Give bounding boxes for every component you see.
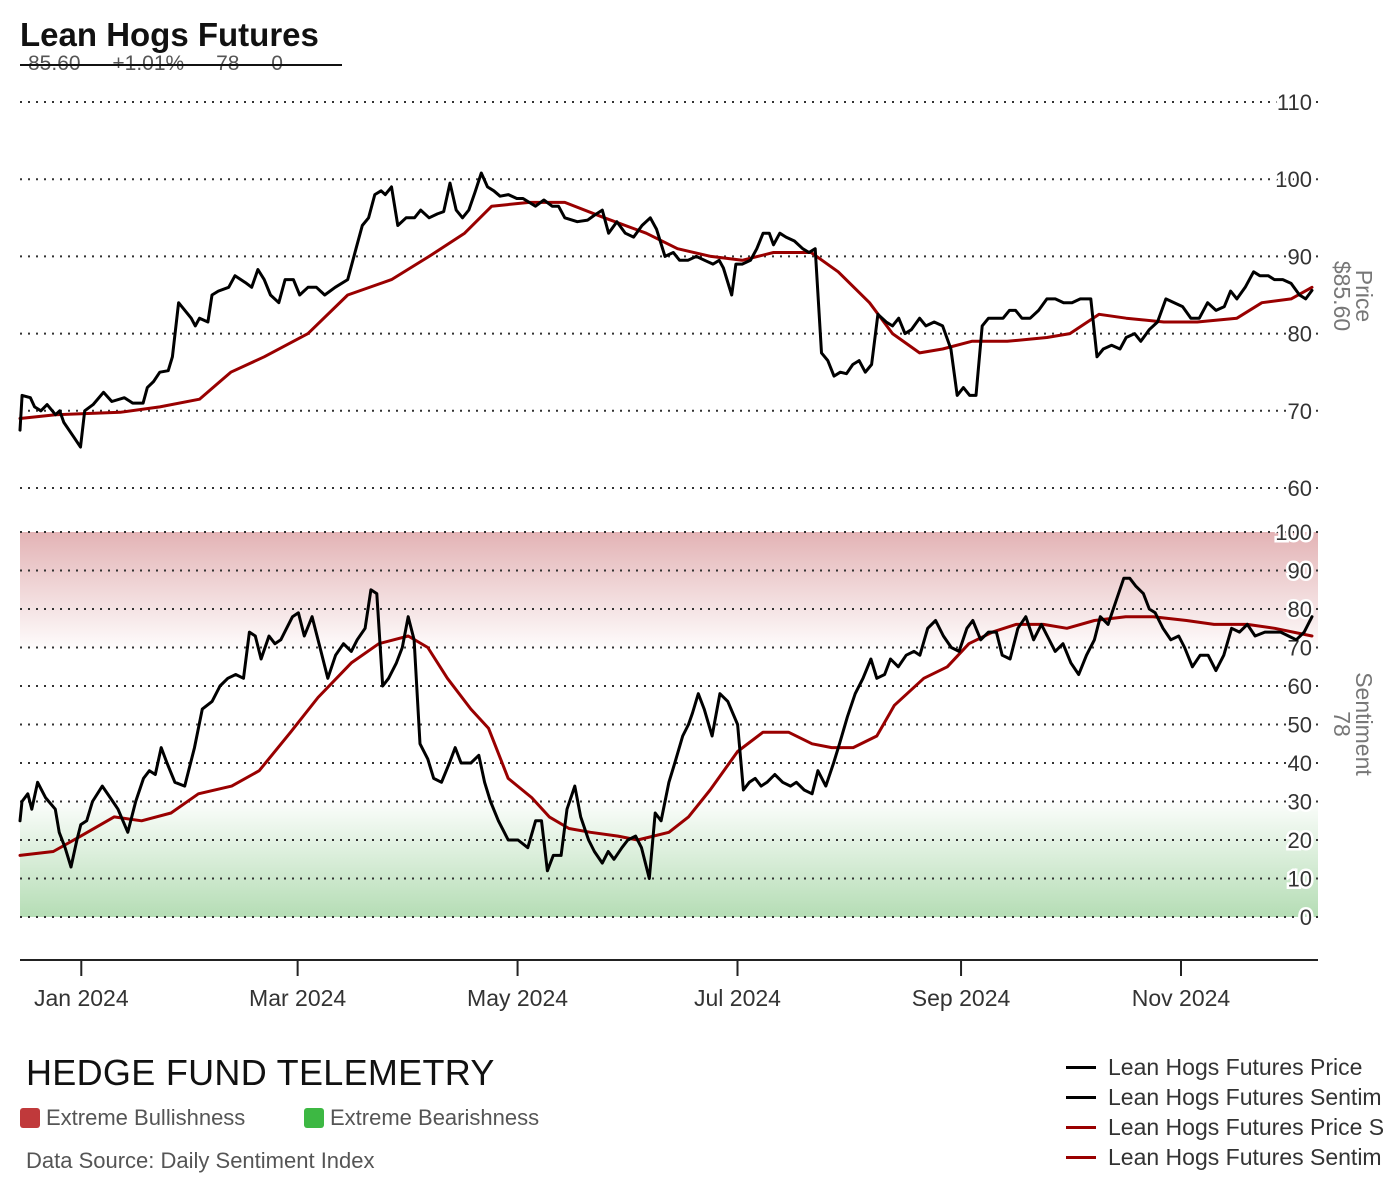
sentiment-tick-label: 100 [1275, 520, 1312, 545]
sentiment-tick-label: 80 [1288, 597, 1312, 622]
stat-sentiment: 78 [216, 52, 240, 75]
price-tick-label: 70 [1288, 399, 1312, 424]
sentiment-tick-label: 30 [1288, 790, 1312, 815]
chart-title: Lean Hogs Futures [20, 16, 319, 53]
sentiment-tick-label: 10 [1288, 867, 1312, 892]
x-axis: Jan 2024 Mar 2024 May 2024 Jul 2024 Sep 2024… [20, 959, 1318, 1011]
x-tick-label: Nov 2024 [1132, 985, 1231, 1011]
price-axis-label: Price [1351, 270, 1377, 322]
sentiment-tick-label: 90 [1288, 559, 1312, 584]
x-tick-label: Jul 2024 [694, 985, 781, 1011]
bearish-swatch [304, 1108, 324, 1128]
bearish-label: Extreme Bearishness [330, 1105, 540, 1130]
brand-name: HEDGE FUND TELEMETRY [26, 1052, 495, 1093]
bullish-band [20, 532, 1318, 648]
legend-item[interactable]: Lean Hogs Futures Sentim [1066, 1082, 1400, 1112]
sentiment-axis-label: Sentiment [1351, 672, 1377, 776]
sentiment-tick-label: 50 [1288, 713, 1312, 738]
price-tick-label: 100 [1275, 167, 1312, 192]
title-rule [20, 64, 342, 66]
data-source: Data Source: Daily Sentiment Index [26, 1148, 375, 1173]
y-tick-labels: 60 70 80 90 100 110 0 10 20 30 40 50 60 70 80 90 100 [1273, 88, 1315, 933]
series-lines [18, 171, 1314, 880]
sentiment-tick-label: 40 [1288, 751, 1312, 776]
grid-lines [20, 101, 1318, 918]
bearish-band [20, 801, 1318, 917]
price-ma-line [18, 200, 1314, 420]
legend-swatch [1066, 1065, 1096, 1069]
x-tick-label: Jan 2024 [34, 985, 129, 1011]
price-tick-label: 90 [1288, 244, 1312, 269]
legend-label: Lean Hogs Futures Price [1108, 1053, 1363, 1080]
legend-swatch [1066, 1155, 1096, 1159]
legend-item[interactable]: Lean Hogs Futures Price [1066, 1052, 1400, 1082]
sentiment-ma-line [18, 615, 1314, 857]
legend-label: Lean Hogs Futures Price S [1108, 1113, 1385, 1140]
x-tick-label: Mar 2024 [249, 985, 346, 1011]
legend: Lean Hogs Futures Price Lean Hogs Future… [1066, 1052, 1400, 1172]
price-tick-label: 110 [1277, 90, 1312, 115]
legend-swatch [1066, 1125, 1096, 1129]
legend-label: Lean Hogs Futures Sentim [1108, 1143, 1382, 1170]
legend-label: Lean Hogs Futures Sentim [1108, 1083, 1382, 1110]
sentiment-tick-label: 0 [1300, 905, 1312, 930]
sentiment-tick-label: 70 [1288, 636, 1312, 661]
legend-swatch [1066, 1095, 1096, 1099]
sentiment-axis-value: 78 [1329, 711, 1355, 737]
legend-item[interactable]: Lean Hogs Futures Sentim [1066, 1142, 1400, 1172]
x-tick-label: Sep 2024 [912, 985, 1011, 1011]
price-tick-label: 60 [1288, 476, 1312, 501]
sentiment-line [18, 576, 1314, 880]
bearish-key: Extreme Bearishness [304, 1105, 539, 1131]
price-line [18, 171, 1314, 449]
bullish-label: Extreme Bullishness [46, 1105, 246, 1130]
legend-item[interactable]: Lean Hogs Futures Price S [1066, 1112, 1400, 1142]
sentiment-tick-label: 60 [1288, 674, 1312, 699]
bullish-swatch [20, 1108, 40, 1128]
price-axis-value: $85.60 [1329, 261, 1355, 331]
price-tick-label: 80 [1288, 322, 1312, 347]
stat-other: 0 [271, 52, 283, 75]
stats-row: 85.60 +1.01% 78 0 [28, 52, 309, 76]
stat-price: 85.60 [28, 52, 81, 75]
bullish-key: Extreme Bullishness [20, 1105, 245, 1131]
x-tick-label: May 2024 [467, 985, 568, 1011]
sentiment-bands [20, 532, 1318, 917]
stat-change: +1.01% [112, 52, 185, 75]
sentiment-tick-label: 20 [1288, 828, 1312, 853]
